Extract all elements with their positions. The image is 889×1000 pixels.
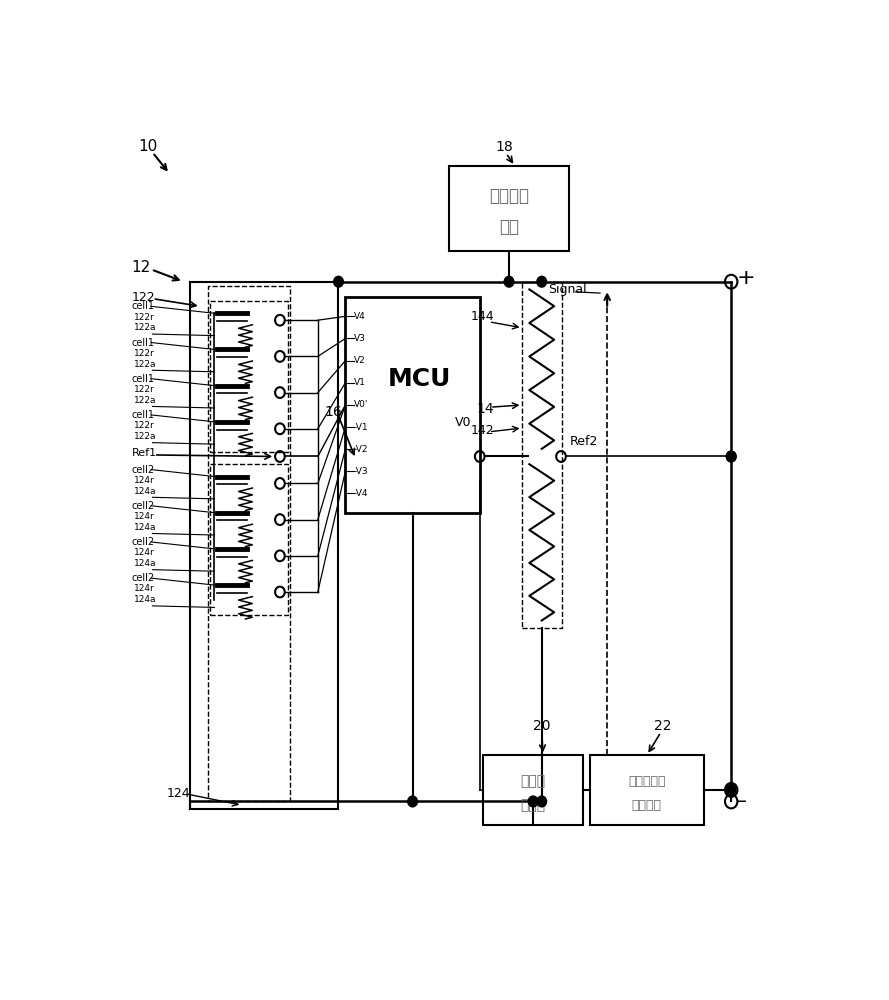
Text: 122a: 122a — [134, 396, 156, 405]
Text: cell2: cell2 — [132, 465, 155, 475]
Bar — [590, 755, 704, 825]
Text: 142: 142 — [471, 424, 494, 437]
Text: 122r: 122r — [134, 313, 155, 322]
Text: 124: 124 — [166, 787, 190, 800]
Circle shape — [504, 276, 514, 287]
Text: Signal: Signal — [549, 283, 588, 296]
Text: 124a: 124a — [134, 559, 156, 568]
Bar — [449, 166, 569, 251]
Bar — [210, 301, 288, 452]
Text: 开关单元: 开关单元 — [632, 799, 661, 812]
Circle shape — [408, 796, 417, 807]
Text: 124a: 124a — [134, 523, 156, 532]
Text: 14: 14 — [477, 402, 494, 416]
Text: 10: 10 — [139, 139, 158, 154]
Text: 122a: 122a — [134, 432, 156, 441]
Text: cell1: cell1 — [132, 301, 155, 311]
Text: 124r: 124r — [134, 476, 155, 485]
Text: 18: 18 — [495, 140, 513, 154]
Text: 124a: 124a — [134, 487, 156, 496]
Text: 124r: 124r — [134, 548, 155, 557]
Text: V0': V0' — [354, 400, 368, 409]
Text: 20: 20 — [533, 719, 550, 733]
Text: -V1: -V1 — [354, 423, 368, 432]
Text: V1: V1 — [354, 378, 365, 387]
Text: 电流检: 电流检 — [521, 775, 546, 789]
Text: –: – — [737, 792, 747, 811]
Text: V2: V2 — [354, 356, 365, 365]
Text: +: + — [737, 268, 756, 288]
Text: 122r: 122r — [134, 385, 155, 394]
Text: cell1: cell1 — [132, 374, 155, 384]
Text: cell2: cell2 — [132, 501, 155, 511]
Text: 122r: 122r — [134, 349, 155, 358]
Text: Ref1: Ref1 — [132, 448, 157, 458]
Bar — [210, 464, 288, 615]
Text: 124a: 124a — [134, 595, 156, 604]
Text: 12: 12 — [132, 260, 151, 275]
Text: -V2: -V2 — [354, 445, 368, 454]
Text: -V3: -V3 — [354, 467, 368, 476]
Text: -V4: -V4 — [354, 489, 368, 498]
Circle shape — [333, 276, 343, 287]
Text: cell1: cell1 — [132, 410, 155, 420]
Circle shape — [726, 785, 736, 795]
Text: 16: 16 — [324, 405, 342, 419]
Text: cell2: cell2 — [132, 573, 155, 583]
Text: 装置: 装置 — [499, 218, 519, 236]
Text: 144: 144 — [471, 310, 494, 323]
Text: V4: V4 — [354, 312, 365, 321]
Text: 充放电控制: 充放电控制 — [628, 775, 666, 788]
Text: 122a: 122a — [134, 323, 156, 332]
Circle shape — [537, 796, 547, 807]
Bar — [346, 297, 480, 513]
Text: cell1: cell1 — [132, 338, 155, 348]
Text: 测单元: 测单元 — [521, 798, 546, 812]
Text: V0: V0 — [455, 416, 472, 429]
Text: 124r: 124r — [134, 584, 155, 593]
Text: 显示控制: 显示控制 — [489, 187, 529, 205]
Text: 122a: 122a — [134, 360, 156, 369]
Circle shape — [726, 451, 736, 462]
Text: 122r: 122r — [134, 421, 155, 430]
Circle shape — [726, 451, 736, 462]
Text: V3: V3 — [354, 334, 365, 343]
Bar — [208, 286, 291, 801]
Bar — [190, 282, 339, 809]
Text: Ref2: Ref2 — [569, 435, 597, 448]
Circle shape — [528, 796, 538, 807]
Text: 124r: 124r — [134, 512, 155, 521]
Text: 122: 122 — [132, 291, 156, 304]
Text: 22: 22 — [654, 719, 671, 733]
Circle shape — [537, 276, 547, 287]
Bar — [484, 755, 583, 825]
Text: MCU: MCU — [388, 367, 451, 391]
Bar — [523, 282, 563, 628]
Text: cell2: cell2 — [132, 537, 155, 547]
